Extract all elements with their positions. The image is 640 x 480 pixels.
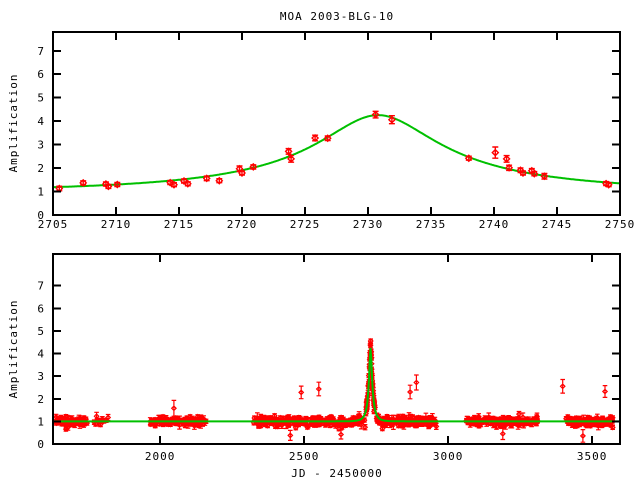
y-tick-label: 6 (37, 302, 45, 315)
bottom-panel: 2000 2500 3000 3500 0 1 2 3 4 5 6 7 Amplification J… (7, 253, 621, 480)
x-tick-label: 3000 (433, 450, 464, 463)
bottom-axis-tick-labels: 2000 2500 3000 3500 0 1 2 3 4 5 6 7 (37, 280, 608, 463)
x-tick-label: 2000 (145, 450, 176, 463)
y-tick-label: 7 (37, 280, 45, 293)
y-tick-label: 4 (37, 115, 45, 128)
y-tick-label: 2 (37, 162, 45, 175)
top-axis-ticks (52, 32, 621, 216)
y-tick-label: 4 (37, 348, 45, 361)
y-tick-label: 3 (37, 139, 45, 152)
y-tick-label: 5 (37, 325, 45, 338)
x-tick-label: 2745 (542, 218, 573, 231)
x-tick-label: 2750 (605, 218, 636, 231)
data-points (55, 110, 613, 193)
x-tick-label: 2720 (227, 218, 258, 231)
x-tick-label: 2725 (290, 218, 321, 231)
y-tick-label: 1 (37, 415, 45, 428)
top-plot-frame (52, 31, 621, 216)
top-ylabel: Amplification (7, 73, 20, 172)
top-panel: 2705 2710 2715 2720 2725 2730 2735 2740 2745 2750… (7, 31, 636, 231)
y-tick-label: 3 (37, 370, 45, 383)
data-points (170, 374, 616, 443)
x-tick-label: 2735 (416, 218, 447, 231)
x-tick-label: 2740 (479, 218, 510, 231)
y-tick-label: 1 (37, 186, 45, 199)
top-axis-tick-labels: 2705 2710 2715 2720 2725 2730 2735 2740 2745 2750… (37, 45, 636, 231)
x-tick-label: 2730 (353, 218, 384, 231)
chart-title: MOA 2003-BLG-10 (280, 10, 394, 23)
y-tick-label: 5 (37, 92, 45, 105)
x-tick-label: 2710 (101, 218, 132, 231)
bottom-plot-frame (52, 253, 621, 445)
y-tick-label: 0 (37, 209, 45, 222)
y-tick-label: 0 (37, 438, 45, 451)
bottom-ylabel: Amplification (7, 299, 20, 398)
bottom-axis-ticks (53, 254, 620, 445)
top-model-and-points (55, 110, 613, 193)
x-tick-label: 3500 (577, 450, 608, 463)
x-tick-label: 2500 (289, 450, 320, 463)
x-tick-label: 2705 (38, 218, 69, 231)
x-tick-label: 2715 (164, 218, 195, 231)
bottom-xlabel: JD - 2450000 (291, 467, 382, 480)
model-curve (53, 347, 620, 423)
y-tick-label: 6 (37, 68, 45, 81)
bottom-plot-area (53, 337, 616, 443)
bottom-model-and-points (53, 347, 620, 423)
y-tick-label: 7 (37, 45, 45, 58)
y-tick-label: 2 (37, 393, 45, 406)
